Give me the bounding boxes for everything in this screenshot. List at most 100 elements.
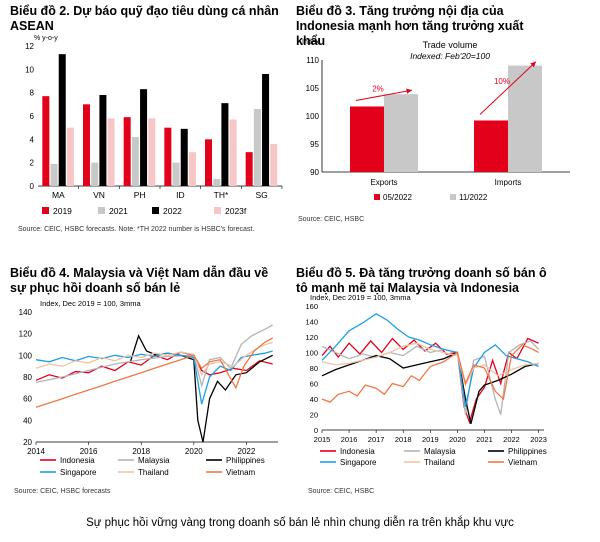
category-label: MA bbox=[52, 190, 65, 200]
x-tick-label: 2019 bbox=[422, 435, 439, 444]
growth-arrowhead bbox=[406, 88, 412, 94]
chart-2-panel: Biểu đồ 2. Dự báo quỹ đạo tiêu dùng cá n… bbox=[0, 0, 290, 250]
y-tick-label: 100 bbox=[306, 112, 320, 121]
chart-subtitle-1: Trade volume bbox=[423, 40, 478, 50]
legend-label-indonesia: Indonesia bbox=[60, 456, 95, 465]
y-tick-label: 40 bbox=[23, 416, 32, 425]
y-tick-label: 6 bbox=[30, 112, 35, 121]
legend-label-vietnam: Vietnam bbox=[226, 468, 256, 477]
x-tick-label: 2023 bbox=[530, 435, 547, 444]
growth-arrowhead bbox=[530, 61, 536, 68]
chart-5-title: Biểu đồ 5. Đà tăng trưởng doanh số bán ô… bbox=[296, 266, 547, 295]
bar-2021-MA bbox=[50, 163, 58, 186]
bar-11/2022-Imports bbox=[508, 65, 542, 172]
bar-2022-MA bbox=[58, 54, 66, 186]
chart-3-source: Source: CEIC, HSBC bbox=[298, 216, 365, 223]
series-line-malaysia bbox=[35, 324, 274, 389]
bar-2023f-MA bbox=[66, 127, 74, 186]
y-tick-label: 120 bbox=[305, 333, 318, 342]
chart-5-panel: Biểu đồ 5. Đà tăng trưởng doanh số bán ô… bbox=[296, 262, 600, 507]
y-tick-label: 12 bbox=[25, 42, 34, 51]
y-tick-label: 100 bbox=[19, 351, 33, 360]
y-tick-label: 0 bbox=[30, 182, 35, 191]
legend-label-thailand: Thailand bbox=[138, 468, 169, 477]
y-tick-label: 105 bbox=[306, 84, 320, 93]
series-line-indonesia bbox=[321, 337, 539, 425]
y-tick-label: 20 bbox=[23, 438, 32, 447]
chart-subtitle: Index, Dec 2019 = 100, 3mma bbox=[310, 293, 412, 302]
growth-label: 2% bbox=[372, 84, 384, 93]
x-tick-label: 2020 bbox=[185, 447, 203, 456]
chart-4-source: Source: CEIC, HSBC forecasts bbox=[14, 488, 111, 495]
bar-2022-TH* bbox=[221, 103, 229, 186]
series-line-malaysia bbox=[321, 340, 540, 415]
legend-label-2019: 2019 bbox=[53, 206, 72, 216]
series-line-singapore bbox=[321, 313, 539, 407]
y-tick-label: 60 bbox=[23, 395, 32, 404]
bar-2023f-PH bbox=[148, 118, 156, 186]
chart-5-svg: Index, Dec 2019 = 100, 3mma 0 20 40 60 80 100 1… bbox=[305, 293, 547, 467]
chart-subtitle: Index, Dec 2019 = 100, 3mma bbox=[40, 299, 142, 308]
bar-2023f-TH* bbox=[229, 119, 237, 186]
chart-4-panel: Biểu đồ 4. Malaysia và Việt Nam dẫn đầu … bbox=[0, 262, 290, 507]
bar-2022-VN bbox=[99, 95, 107, 186]
legend-label-vietnam: Vietnam bbox=[508, 458, 538, 467]
x-tick-label: 2018 bbox=[395, 435, 412, 444]
y-tick-label: 40 bbox=[310, 395, 318, 404]
page-caption: Sự phục hồi vững vàng trong doanh số bán… bbox=[86, 517, 514, 529]
bar-05/2022-Exports bbox=[350, 106, 384, 172]
bar-2019-SG bbox=[245, 152, 253, 186]
legend-swatch-05/2022 bbox=[374, 194, 380, 200]
legend-swatch-2022 bbox=[152, 207, 159, 214]
y-tick-label: 160 bbox=[305, 302, 318, 311]
legend-label-singapore: Singapore bbox=[340, 458, 377, 467]
y-tick-label: 120 bbox=[19, 330, 33, 339]
chart-2-svg: % y-o-y 0 2 4 6 8 10 12 MA VN PH ID TH* SG 2019 2021 202… bbox=[25, 35, 283, 216]
y-tick-label: 110 bbox=[306, 56, 319, 65]
bar-2021-ID bbox=[172, 162, 180, 186]
y-tick-label: 2 bbox=[30, 159, 35, 168]
y-axis-label: Index bbox=[302, 39, 320, 46]
bar-2021-VN bbox=[91, 162, 99, 186]
bar-2021-PH bbox=[131, 137, 139, 186]
bar-11/2022-Exports bbox=[384, 94, 418, 172]
bar-2019-PH bbox=[123, 117, 131, 186]
bar-05/2022-Imports bbox=[474, 120, 508, 172]
chart-4-title: Biểu đồ 4. Malaysia và Việt Nam dẫn đầu … bbox=[10, 266, 269, 295]
x-tick-label: 2018 bbox=[132, 447, 150, 456]
bar-2019-ID bbox=[164, 127, 172, 186]
bar-2021-SG bbox=[253, 109, 261, 186]
y-tick-label: 95 bbox=[310, 140, 319, 149]
bar-2023f-VN bbox=[107, 118, 115, 186]
bar-2019-VN bbox=[83, 104, 90, 186]
chart-4-svg: Index, Dec 2019 = 100, 3mma 20 40 60 80 100 12… bbox=[19, 299, 278, 477]
x-tick-label: 2016 bbox=[80, 447, 98, 456]
legend-label-philippines: Philippines bbox=[226, 456, 265, 465]
growth-arrow bbox=[479, 61, 537, 115]
chart-3-title: Biểu đồ 3. Tăng trưởng nội địa của Indon… bbox=[296, 4, 524, 48]
chart-2-title: Biểu đồ 2. Dự báo quỹ đạo tiêu dùng cá n… bbox=[10, 4, 279, 33]
y-tick-label: 4 bbox=[30, 135, 35, 144]
growth-arrow bbox=[355, 89, 413, 101]
x-tick-label: 2022 bbox=[238, 447, 256, 456]
legend-label-thailand: Thailand bbox=[424, 458, 455, 467]
bar-2022-PH bbox=[140, 89, 148, 186]
category-label: TH* bbox=[214, 190, 229, 200]
legend-label-05/2022: 05/2022 bbox=[383, 193, 412, 202]
category-label: VN bbox=[93, 190, 105, 200]
x-tick-label: 2016 bbox=[341, 435, 358, 444]
x-tick-label: 2017 bbox=[368, 435, 385, 444]
y-tick-label: 80 bbox=[310, 364, 318, 373]
x-tick-label: 2014 bbox=[27, 447, 45, 456]
bar-2019-MA bbox=[42, 96, 50, 186]
bar-2022-ID bbox=[180, 128, 188, 186]
legend-label-singapore: Singapore bbox=[60, 468, 97, 477]
chart-2-source: Source: CEIC, HSBC forecasts. Note: *TH … bbox=[18, 226, 255, 233]
legend-swatch-2019 bbox=[42, 207, 49, 214]
category-label: Imports bbox=[495, 178, 522, 187]
y-tick-label: 0 bbox=[314, 426, 318, 435]
chart-subtitle-2: Indexed: Feb'20=100 bbox=[410, 51, 490, 61]
legend-label-2022: 2022 bbox=[163, 206, 182, 216]
series-line-thailand bbox=[321, 342, 539, 387]
